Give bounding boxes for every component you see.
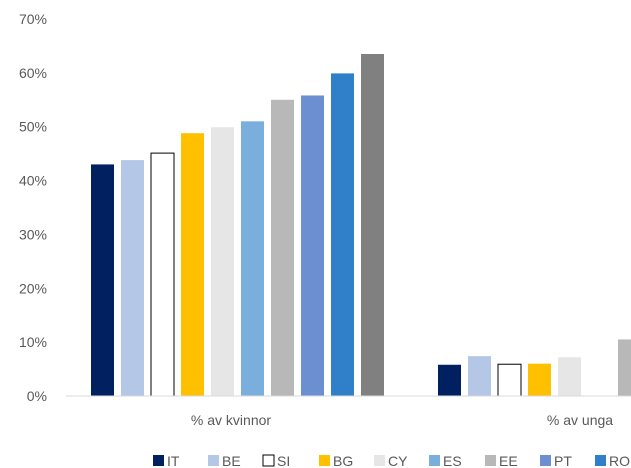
legend-swatch-es bbox=[429, 455, 440, 466]
bar-es-1 bbox=[241, 121, 264, 396]
legend-label-ee: EE bbox=[499, 453, 518, 468]
bars bbox=[91, 54, 631, 397]
legend-label-si: SI bbox=[277, 453, 290, 468]
y-tick-label: 60% bbox=[19, 65, 47, 81]
y-tick-label: 50% bbox=[19, 119, 47, 135]
y-tick-label: 20% bbox=[19, 280, 47, 296]
bar-be-1 bbox=[121, 160, 144, 396]
bar-lv-1 bbox=[361, 54, 384, 396]
y-tick-label: 70% bbox=[19, 11, 47, 27]
y-tick-label: 0% bbox=[27, 388, 47, 404]
legend-label-ro: RO bbox=[609, 453, 630, 468]
x-axis-categories: % av kvinnor % av unga bbox=[191, 412, 613, 428]
bar-si-2 bbox=[497, 363, 522, 397]
legend-swatch-cy bbox=[374, 455, 385, 466]
bar-bg-2 bbox=[528, 363, 551, 396]
legend-swatch-be bbox=[208, 455, 219, 466]
legend-swatch-it bbox=[153, 455, 164, 466]
bar-it-1 bbox=[91, 164, 114, 396]
legend-label-es: ES bbox=[443, 453, 462, 468]
bar-ro-1 bbox=[331, 73, 354, 396]
y-tick-label: 30% bbox=[19, 226, 47, 242]
legend-label-it: IT bbox=[167, 453, 180, 468]
bar-pt-1 bbox=[301, 95, 324, 396]
legend-swatch-pt bbox=[540, 455, 551, 466]
legend-label-pt: PT bbox=[554, 453, 572, 468]
bar-bg-1 bbox=[181, 133, 204, 397]
legend-swatch-ro bbox=[595, 455, 606, 466]
y-tick-label: 10% bbox=[19, 334, 47, 350]
legend-swatch-si bbox=[262, 454, 275, 467]
x-category-label: % av unga bbox=[547, 412, 613, 428]
y-tick-label: 40% bbox=[19, 173, 47, 189]
bar-si-1 bbox=[150, 152, 175, 397]
legend: ITBESIBGCYESEEPTROLV bbox=[153, 453, 630, 468]
y-axis: 0% 10% 20% 30% 40% 50% 60% 70% bbox=[19, 11, 47, 404]
bar-cy-1 bbox=[211, 127, 234, 396]
legend-label-cy: CY bbox=[388, 453, 408, 468]
x-category-label: % av kvinnor bbox=[191, 412, 271, 428]
bar-it-2 bbox=[438, 364, 461, 396]
legend-swatch-ee bbox=[485, 455, 496, 466]
legend-label-bg: BG bbox=[333, 453, 353, 468]
legend-swatch-bg bbox=[319, 455, 330, 466]
bar-cy-2 bbox=[558, 357, 581, 396]
bar-ee-1 bbox=[271, 99, 294, 397]
bar-be-2 bbox=[468, 356, 491, 396]
bar-ee-2 bbox=[618, 339, 631, 396]
legend-label-be: BE bbox=[222, 453, 241, 468]
